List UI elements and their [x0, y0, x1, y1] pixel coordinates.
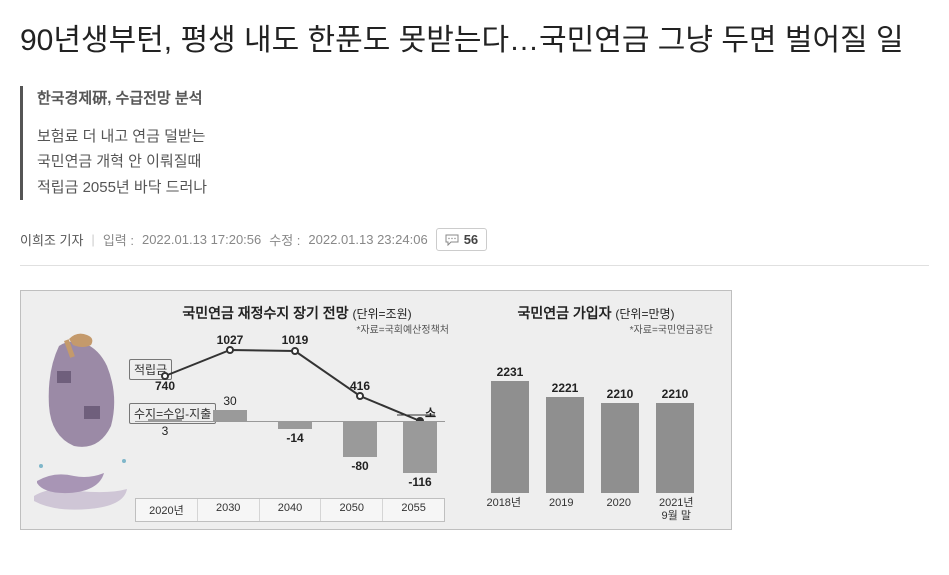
update-time: 2022.01.13 23:24:06	[308, 232, 427, 247]
left-chart-unit: (단위=조원)	[352, 307, 411, 321]
right-year-1: 2018년	[475, 497, 533, 523]
reserve-point-2	[226, 346, 234, 354]
sub-val-3: 2210	[607, 387, 634, 401]
sub-val-4: 2210	[662, 387, 689, 401]
left-year-4: 2050	[320, 499, 382, 521]
input-time-label: 입력 :	[103, 230, 134, 249]
right-chart-source: *자료=국민연금공단	[630, 321, 713, 336]
left-chart-source: *자료=국회예산정책처	[356, 321, 449, 336]
reserve-point-3	[291, 347, 299, 355]
left-chart-title: 국민연금 재정수지 장기 전망 (단위=조원)	[135, 303, 459, 323]
article-headline: 90년생부턴, 평생 내도 한푼도 못받는다…국민연금 그냥 두면 벌어질 일	[20, 20, 929, 62]
reserve-point-4	[356, 392, 364, 400]
left-year-5: 2055	[382, 499, 444, 521]
left-plot-area: 적립금 수지=수입-지출 740 1027 1019 416 소진	[135, 341, 445, 496]
subhead-line-1: 보험료 더 내고 연금 덜받는	[37, 124, 929, 150]
sub-bar-3	[601, 403, 639, 493]
left-chart-title-main: 국민연금 재정수지 장기 전망	[182, 305, 348, 321]
sub-val-2: 2221	[552, 381, 579, 395]
reserve-val-1: 740	[155, 379, 175, 393]
reserve-val-3: 1019	[282, 333, 309, 347]
balance-bar-3	[278, 421, 312, 429]
balance-val-4: -80	[351, 459, 368, 473]
meta-divider: |	[91, 232, 94, 247]
comment-count: 56	[464, 232, 478, 247]
subhead-block: 한국경제硏, 수급전망 분석 보험료 더 내고 연금 덜받는 국민연금 개혁 안…	[20, 86, 929, 200]
update-time-label: 수정 :	[269, 230, 300, 249]
sub-bar-4	[656, 403, 694, 493]
article-meta: 이희조 기자 | 입력 : 2022.01.13 17:20:56 수정 : 2…	[20, 228, 929, 266]
left-year-axis: 2020년 2030 2040 2050 2055	[135, 498, 445, 522]
right-year-2: 2019	[533, 497, 591, 523]
chart-container: 국민연금 재정수지 장기 전망 (단위=조원) *자료=국회예산정책처 적립금 …	[20, 290, 732, 530]
sub-bar-2	[546, 397, 584, 493]
balance-val-1: 3	[162, 424, 169, 438]
author-name: 이희조 기자	[20, 230, 83, 249]
right-chart-title-main: 국민연금 가입자	[517, 305, 611, 321]
left-year-2: 2030	[197, 499, 259, 521]
balance-bar-1	[148, 419, 182, 421]
illustration-area	[21, 291, 131, 529]
subhead-title: 한국경제硏, 수급전망 분석	[37, 86, 929, 112]
right-chart-title: 국민연금 가입자 (단위=만명)	[475, 303, 717, 323]
right-year-axis: 2018년 2019 2020 2021년 9월 말	[475, 497, 705, 523]
balance-bar-5	[403, 421, 437, 473]
right-plot-area: 2231 2221 2210 2210	[475, 343, 705, 493]
reserve-balance-chart: 국민연금 재정수지 장기 전망 (단위=조원) *자료=국회예산정책처 적립금 …	[131, 291, 469, 529]
right-year-4: 2021년 9월 말	[648, 497, 706, 523]
balance-val-3: -14	[286, 431, 303, 445]
balance-val-5: -116	[408, 475, 431, 489]
left-year-3: 2040	[259, 499, 321, 521]
left-year-1: 2020년	[136, 499, 197, 521]
balance-bar-2	[213, 410, 247, 421]
sub-bar-1	[491, 381, 529, 493]
sub-val-1: 2231	[497, 365, 524, 379]
balance-val-2: 30	[223, 394, 236, 408]
speech-bubble-icon	[445, 234, 459, 246]
broken-sack-icon	[29, 311, 139, 521]
right-chart-unit: (단위=만명)	[615, 307, 674, 321]
right-year-3: 2020	[590, 497, 648, 523]
comment-button[interactable]: 56	[436, 228, 487, 251]
subhead-line-2: 국민연금 개혁 안 이뤄질때	[37, 149, 929, 175]
balance-bar-4	[343, 421, 377, 457]
subhead-line-3: 적립금 2055년 바닥 드러나	[37, 175, 929, 201]
reserve-val-2: 1027	[217, 333, 244, 347]
reserve-val-4: 416	[350, 379, 370, 393]
input-time: 2022.01.13 17:20:56	[142, 232, 261, 247]
subscriber-chart: 국민연금 가입자 (단위=만명) *자료=국민연금공단 2231 2221 22…	[469, 291, 731, 529]
